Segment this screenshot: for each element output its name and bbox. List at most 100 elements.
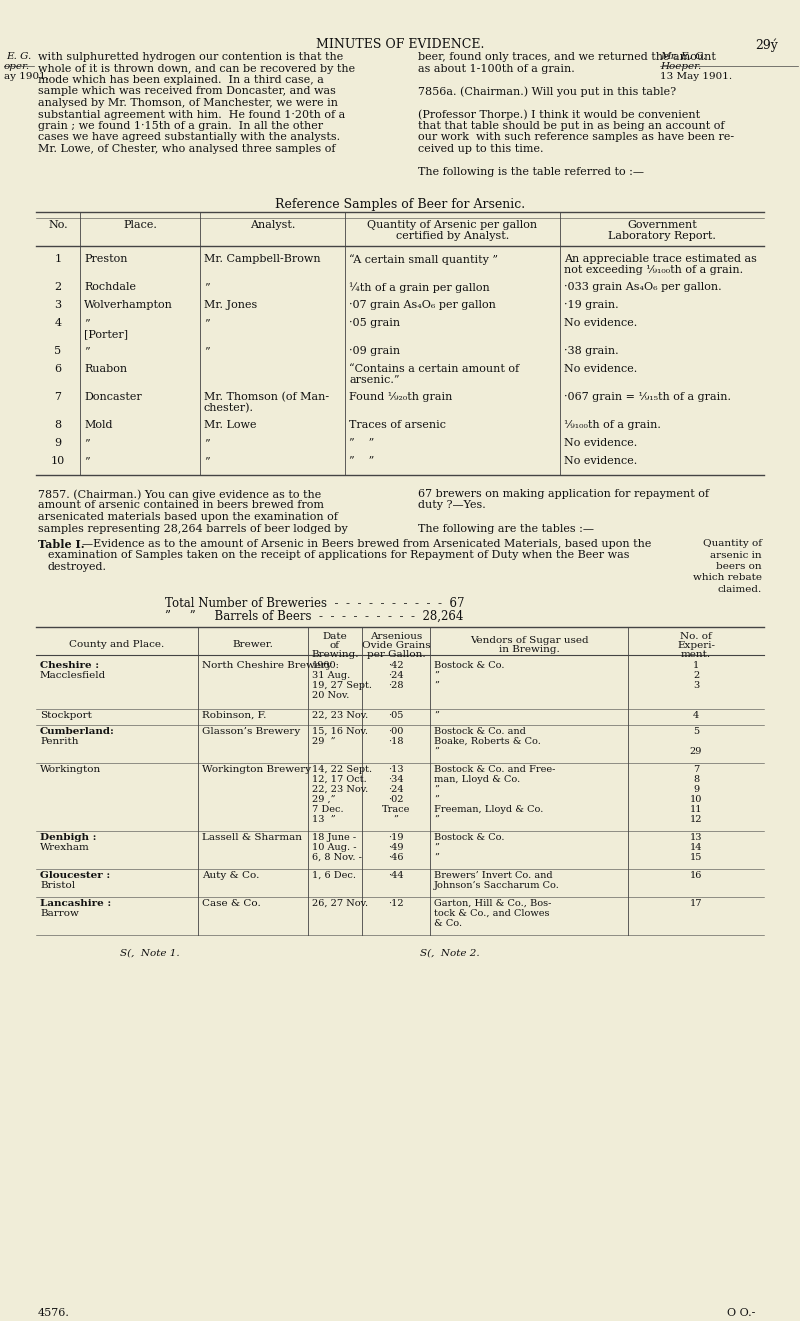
Text: beers on: beers on xyxy=(716,561,762,571)
Text: ”: ” xyxy=(204,346,210,355)
Text: 4: 4 xyxy=(693,711,699,720)
Text: Robinson, F.: Robinson, F. xyxy=(202,711,266,720)
Text: “A certain small quantity ”: “A certain small quantity ” xyxy=(349,254,498,264)
Text: ·49: ·49 xyxy=(388,843,404,852)
Text: Trace: Trace xyxy=(382,804,410,814)
Text: 29: 29 xyxy=(690,746,702,756)
Text: 14, 22 Sept.: 14, 22 Sept. xyxy=(312,765,372,774)
Text: beer, found only traces, and we returned the amount: beer, found only traces, and we returned… xyxy=(418,52,716,62)
Text: 22, 23 Nov.: 22, 23 Nov. xyxy=(312,711,368,720)
Text: ceived up to this time.: ceived up to this time. xyxy=(418,144,543,155)
Text: Boake, Roberts & Co.: Boake, Roberts & Co. xyxy=(434,737,541,746)
Text: oper.: oper. xyxy=(4,62,30,71)
Text: 67 brewers on making application for repayment of: 67 brewers on making application for rep… xyxy=(418,489,709,499)
Text: 9: 9 xyxy=(693,785,699,794)
Text: 5: 5 xyxy=(54,346,62,355)
Text: ment.: ment. xyxy=(681,650,711,659)
Text: Freeman, Lloyd & Co.: Freeman, Lloyd & Co. xyxy=(434,804,543,814)
Text: An appreciable trace estimated as: An appreciable trace estimated as xyxy=(564,254,757,264)
Text: 13  ”: 13 ” xyxy=(312,815,336,824)
Text: 6, 8 Nov. -: 6, 8 Nov. - xyxy=(312,853,362,863)
Text: 9: 9 xyxy=(54,439,62,448)
Text: ”: ” xyxy=(84,318,90,328)
Text: & Co.: & Co. xyxy=(434,919,462,927)
Text: substantial agreement with him.  He found 1·20th of a: substantial agreement with him. He found… xyxy=(38,110,346,119)
Text: 5: 5 xyxy=(693,727,699,736)
Text: ”: ” xyxy=(434,746,439,756)
Text: Rochdale: Rochdale xyxy=(84,281,136,292)
Text: Experi-: Experi- xyxy=(677,641,715,650)
Text: ”: ” xyxy=(434,711,439,720)
Text: 15: 15 xyxy=(690,853,702,863)
Text: analysed by Mr. Thomson, of Manchester, we were in: analysed by Mr. Thomson, of Manchester, … xyxy=(38,98,338,108)
Text: amount of arsenic contained in beers brewed from: amount of arsenic contained in beers bre… xyxy=(38,501,324,510)
Text: Preston: Preston xyxy=(84,254,127,264)
Text: ”: ” xyxy=(434,795,439,804)
Text: 7857. (Chairman.) You can give evidence as to the: 7857. (Chairman.) You can give evidence … xyxy=(38,489,322,499)
Text: No. of: No. of xyxy=(680,631,712,641)
Text: ”: ” xyxy=(434,843,439,852)
Text: 16: 16 xyxy=(690,871,702,880)
Text: ”: ” xyxy=(434,671,439,680)
Text: ”: ” xyxy=(84,456,90,466)
Text: as about 1-100th of a grain.: as about 1-100th of a grain. xyxy=(418,63,574,74)
Text: 26, 27 Nov.: 26, 27 Nov. xyxy=(312,900,368,908)
Text: which rebate: which rebate xyxy=(693,573,762,583)
Text: Cumberland:: Cumberland: xyxy=(40,727,115,736)
Text: ·067 grain = ⅑₁₅th of a grain.: ·067 grain = ⅑₁₅th of a grain. xyxy=(564,392,731,402)
Text: duty ?—Yes.: duty ?—Yes. xyxy=(418,501,486,510)
Text: ·05: ·05 xyxy=(388,711,404,720)
Text: 6: 6 xyxy=(54,365,62,374)
Text: ·07 grain As₄O₆ per gallon: ·07 grain As₄O₆ per gallon xyxy=(349,300,496,310)
Text: Reference Samples of Beer for Arsenic.: Reference Samples of Beer for Arsenic. xyxy=(275,198,525,211)
Text: Macclesfield: Macclesfield xyxy=(40,671,106,680)
Text: Penrith: Penrith xyxy=(40,737,78,746)
Text: Cheshire :: Cheshire : xyxy=(40,660,99,670)
Text: Date: Date xyxy=(322,631,347,641)
Text: 13 May 1901.: 13 May 1901. xyxy=(660,73,732,81)
Text: sample which was received from Doncaster, and was: sample which was received from Doncaster… xyxy=(38,86,336,96)
Text: Bristol: Bristol xyxy=(40,881,75,890)
Text: The following are the tables :—: The following are the tables :— xyxy=(418,523,594,534)
Text: destroyed.: destroyed. xyxy=(48,561,107,572)
Text: ”     ”     Barrels of Beers  -  -  -  -  -  -  -  -  -  28,264: ” ” Barrels of Beers - - - - - - - - - 2… xyxy=(165,610,463,624)
Text: 10 Aug. -: 10 Aug. - xyxy=(312,843,357,852)
Text: Brewers’ Invert Co. and: Brewers’ Invert Co. and xyxy=(434,871,553,880)
Text: 7 Dec.: 7 Dec. xyxy=(312,804,344,814)
Text: ”: ” xyxy=(84,439,90,448)
Text: Stockport: Stockport xyxy=(40,711,92,720)
Text: Hoeper.: Hoeper. xyxy=(660,62,702,71)
Text: Auty & Co.: Auty & Co. xyxy=(202,871,259,880)
Text: ·12: ·12 xyxy=(388,900,404,908)
Text: No evidence.: No evidence. xyxy=(564,456,638,466)
Text: ·19 grain.: ·19 grain. xyxy=(564,300,618,310)
Text: 1: 1 xyxy=(693,660,699,670)
Text: 15, 16 Nov.: 15, 16 Nov. xyxy=(312,727,368,736)
Text: Mr. E. G.: Mr. E. G. xyxy=(660,52,706,61)
Text: ·24: ·24 xyxy=(388,671,404,680)
Text: ·00: ·00 xyxy=(388,727,404,736)
Text: ·05 grain: ·05 grain xyxy=(349,318,400,328)
Text: —Evidence as to the amount of Arsenic in Beers brewed from Arsenicated Materials: —Evidence as to the amount of Arsenic in… xyxy=(82,539,651,550)
Text: 7: 7 xyxy=(693,765,699,774)
Text: chester).: chester). xyxy=(204,403,254,413)
Text: certified by Analyst.: certified by Analyst. xyxy=(396,231,509,240)
Text: Total Number of Breweries  -  -  -  -  -  -  -  -  -  -  67: Total Number of Breweries - - - - - - - … xyxy=(165,597,465,610)
Text: arsenic.”: arsenic.” xyxy=(349,375,399,384)
Text: 7: 7 xyxy=(54,392,62,402)
Text: ”: ” xyxy=(434,815,439,824)
Text: E. G.: E. G. xyxy=(6,52,31,61)
Text: ”    ”: ” ” xyxy=(349,439,374,448)
Text: tock & Co., and Clowes: tock & Co., and Clowes xyxy=(434,909,550,918)
Text: Arsenious: Arsenious xyxy=(370,631,422,641)
Text: Bostock & Co. and: Bostock & Co. and xyxy=(434,727,526,736)
Text: Ovide Grains: Ovide Grains xyxy=(362,641,430,650)
Text: ”: ” xyxy=(434,853,439,863)
Text: North Cheshire Brewery: North Cheshire Brewery xyxy=(202,660,332,670)
Text: Case & Co.: Case & Co. xyxy=(202,900,261,908)
Text: (Professor Thorpe.) I think it would be convenient: (Professor Thorpe.) I think it would be … xyxy=(418,110,700,120)
Text: The following is the table referred to :—: The following is the table referred to :… xyxy=(418,166,644,177)
Text: 17: 17 xyxy=(690,900,702,908)
Text: Ruabon: Ruabon xyxy=(84,365,127,374)
Text: Mr. Jones: Mr. Jones xyxy=(204,300,258,310)
